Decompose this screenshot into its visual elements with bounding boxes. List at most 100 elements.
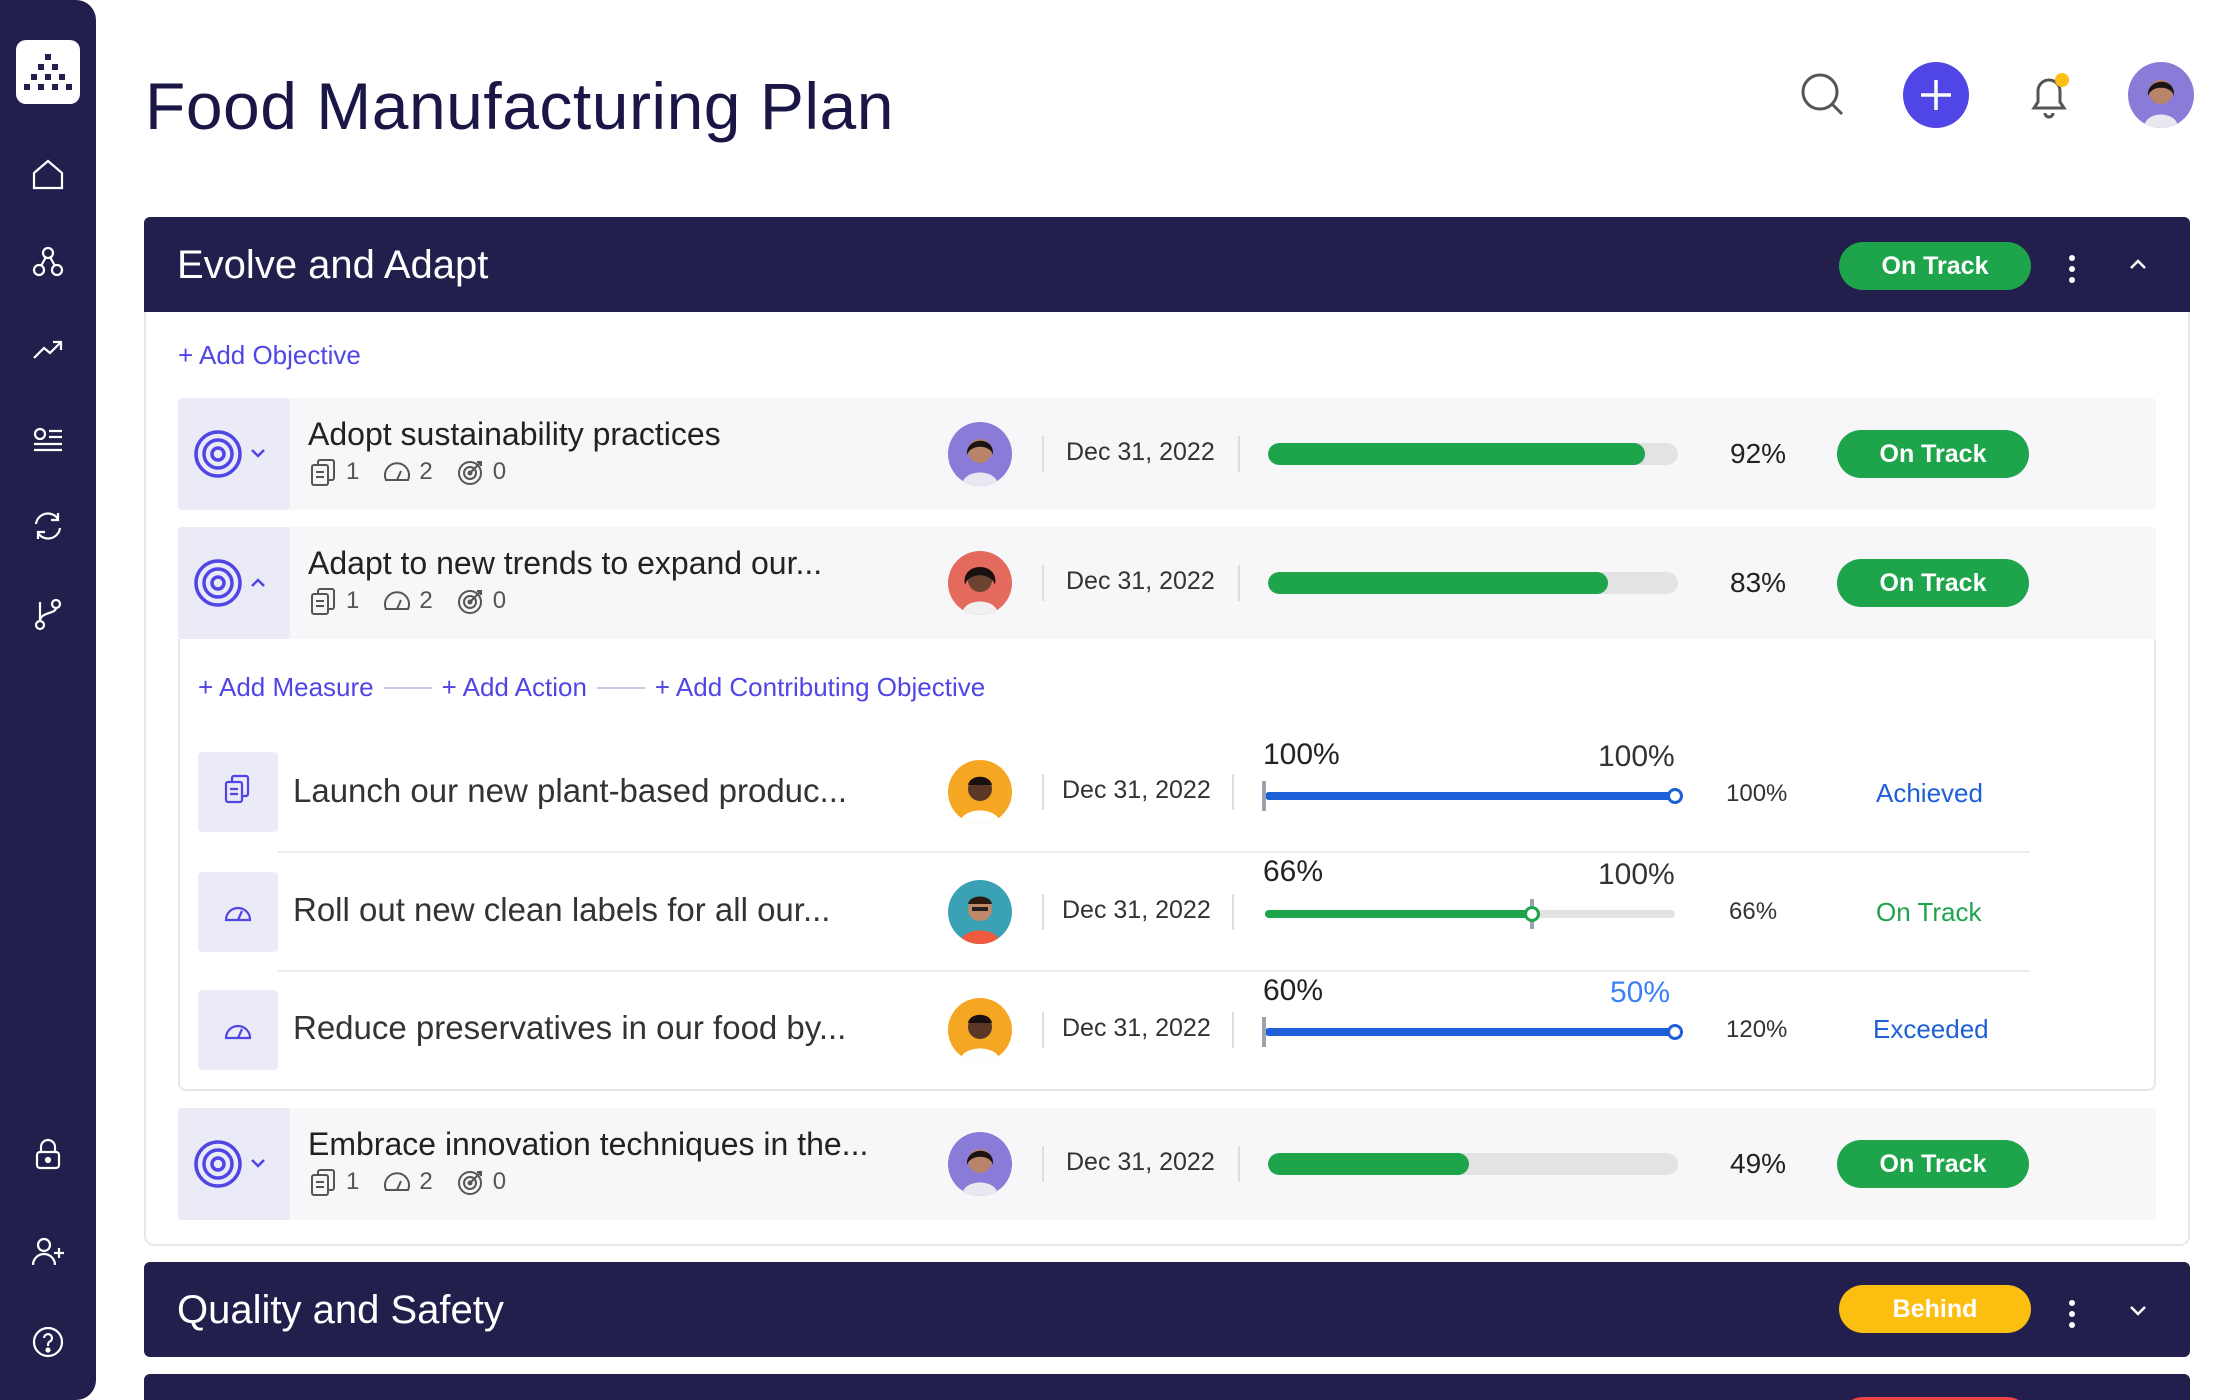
- divider: [1042, 436, 1044, 472]
- search-icon[interactable]: [1790, 62, 1856, 128]
- row-divider: [278, 851, 2030, 853]
- measure-count: 1: [346, 1168, 360, 1195]
- objective-row[interactable]: Adapt to new trends to expand our... 1 2…: [178, 527, 2156, 639]
- action-title[interactable]: Reduce preservatives in our food by...: [293, 1009, 847, 1046]
- measure-icon: [311, 1169, 335, 1196]
- measure-icon: [224, 774, 250, 804]
- progress-bar: [1268, 1153, 1678, 1175]
- measure-icon-box[interactable]: [198, 752, 278, 832]
- action-title[interactable]: Roll out new clean labels for all our...: [293, 891, 831, 928]
- objective-count: 0: [492, 458, 507, 485]
- status-badge[interactable]: On Track: [1837, 1140, 2029, 1188]
- progress-knob[interactable]: [1667, 1024, 1683, 1040]
- chevron-down-icon[interactable]: [2126, 1298, 2150, 1322]
- add-action-link[interactable]: + Add Action: [441, 672, 587, 702]
- objective-meta: 1 2 0: [308, 1166, 522, 1198]
- chevron-down-icon: [251, 449, 265, 458]
- objective-icon-box[interactable]: [178, 398, 290, 510]
- measure-title[interactable]: Launch our new plant-based produc...: [293, 772, 848, 809]
- current-value: 60%: [1263, 974, 1324, 1007]
- chevron-up-icon: [251, 578, 265, 587]
- branch-icon[interactable]: [28, 594, 68, 634]
- target-value: 100%: [1598, 740, 1675, 773]
- section-status-badge: [1839, 1397, 2031, 1400]
- action-count: 2: [419, 587, 433, 614]
- owner-avatar[interactable]: [948, 998, 1012, 1062]
- section-title: Quality and Safety: [177, 1288, 504, 1332]
- progress-knob[interactable]: [1524, 906, 1540, 922]
- action-icon: [384, 1172, 411, 1191]
- divider: [1238, 436, 1240, 472]
- objective-icon-box[interactable]: [178, 1108, 290, 1220]
- progress-bar: [1268, 572, 1678, 594]
- divider: [1232, 1012, 1234, 1048]
- bell-icon[interactable]: [2016, 62, 2082, 128]
- section-header[interactable]: [144, 1374, 2190, 1400]
- add-contributing-objective-link[interactable]: + Add Contributing Objective: [654, 672, 986, 702]
- status-badge[interactable]: On Track: [1837, 559, 2029, 607]
- more-options-icon[interactable]: [2066, 255, 2078, 285]
- action-percent: 120%: [1726, 1016, 1788, 1043]
- action-status: Exceeded: [1873, 1014, 1989, 1044]
- lock-icon[interactable]: [28, 1134, 68, 1174]
- divider: [1042, 774, 1044, 810]
- objective-row[interactable]: Embrace innovation techniques in the... …: [178, 1108, 2156, 1220]
- hierarchy-icon[interactable]: [28, 242, 68, 282]
- action-icon-box[interactable]: [198, 990, 278, 1070]
- objective-title[interactable]: Adapt to new trends to expand our...: [308, 545, 823, 581]
- owner-avatar[interactable]: [948, 422, 1012, 486]
- current-value: 100%: [1263, 738, 1340, 771]
- divider: [1042, 1012, 1044, 1048]
- divider: [1238, 1146, 1240, 1182]
- section-header[interactable]: Quality and Safety Behind: [144, 1262, 2190, 1357]
- measure-icon: [311, 588, 335, 615]
- status-badge[interactable]: On Track: [1837, 430, 2029, 478]
- due-date: Dec 31, 2022: [1062, 1014, 1211, 1042]
- due-date: Dec 31, 2022: [1062, 776, 1211, 804]
- objective-title[interactable]: Embrace innovation techniques in the...: [308, 1126, 869, 1162]
- progress-fill: [1268, 1153, 1469, 1175]
- add-objective-link[interactable]: + Add Objective: [178, 340, 361, 370]
- add-user-icon[interactable]: [28, 1232, 68, 1272]
- measure-count: 1: [346, 587, 360, 614]
- user-avatar[interactable]: [2128, 62, 2194, 128]
- chevron-up-icon[interactable]: [2126, 253, 2150, 277]
- add-button[interactable]: [1903, 62, 1969, 128]
- target-icon: [194, 430, 265, 478]
- action-icon: [224, 1024, 252, 1040]
- action-count: 2: [419, 1168, 433, 1195]
- owner-avatar[interactable]: [948, 880, 1012, 944]
- objective-title[interactable]: Adopt sustainability practices: [308, 416, 721, 452]
- owner-avatar[interactable]: [948, 551, 1012, 615]
- action-icon-box[interactable]: [198, 872, 278, 952]
- objective-icon-box[interactable]: [178, 527, 290, 639]
- divider: [1042, 1146, 1044, 1182]
- progress-percent: 92%: [1730, 438, 1787, 469]
- progress-fill: [1265, 792, 1675, 800]
- add-measure-link[interactable]: + Add Measure: [198, 672, 374, 702]
- divider: [1238, 565, 1240, 601]
- section-body: [144, 312, 2190, 1246]
- list-icon[interactable]: [28, 418, 68, 458]
- objective-count: 0: [492, 1168, 507, 1195]
- owner-avatar[interactable]: [948, 760, 1012, 824]
- target-value: 50%: [1610, 976, 1671, 1009]
- sync-icon[interactable]: [28, 506, 68, 546]
- trend-icon[interactable]: [28, 330, 68, 370]
- due-date: Dec 31, 2022: [1066, 567, 1215, 595]
- action-icon: [384, 591, 411, 610]
- section-header[interactable]: Evolve and Adapt On Track: [144, 217, 2190, 312]
- help-icon[interactable]: [28, 1322, 68, 1362]
- app-logo[interactable]: [16, 40, 80, 104]
- divider: [1042, 894, 1044, 930]
- progress-knob[interactable]: [1667, 788, 1683, 804]
- more-options-icon[interactable]: [2066, 1300, 2078, 1330]
- separator: [596, 686, 645, 689]
- sidebar: [0, 0, 96, 1400]
- progress-track: [1265, 910, 1675, 918]
- objective-row[interactable]: Adopt sustainability practices 1 2 0 Dec…: [178, 398, 2156, 510]
- owner-avatar[interactable]: [948, 1132, 1012, 1196]
- page-title: Food Manufacturing Plan: [145, 69, 894, 143]
- home-icon[interactable]: [28, 154, 68, 194]
- progress-bar: [1268, 443, 1678, 465]
